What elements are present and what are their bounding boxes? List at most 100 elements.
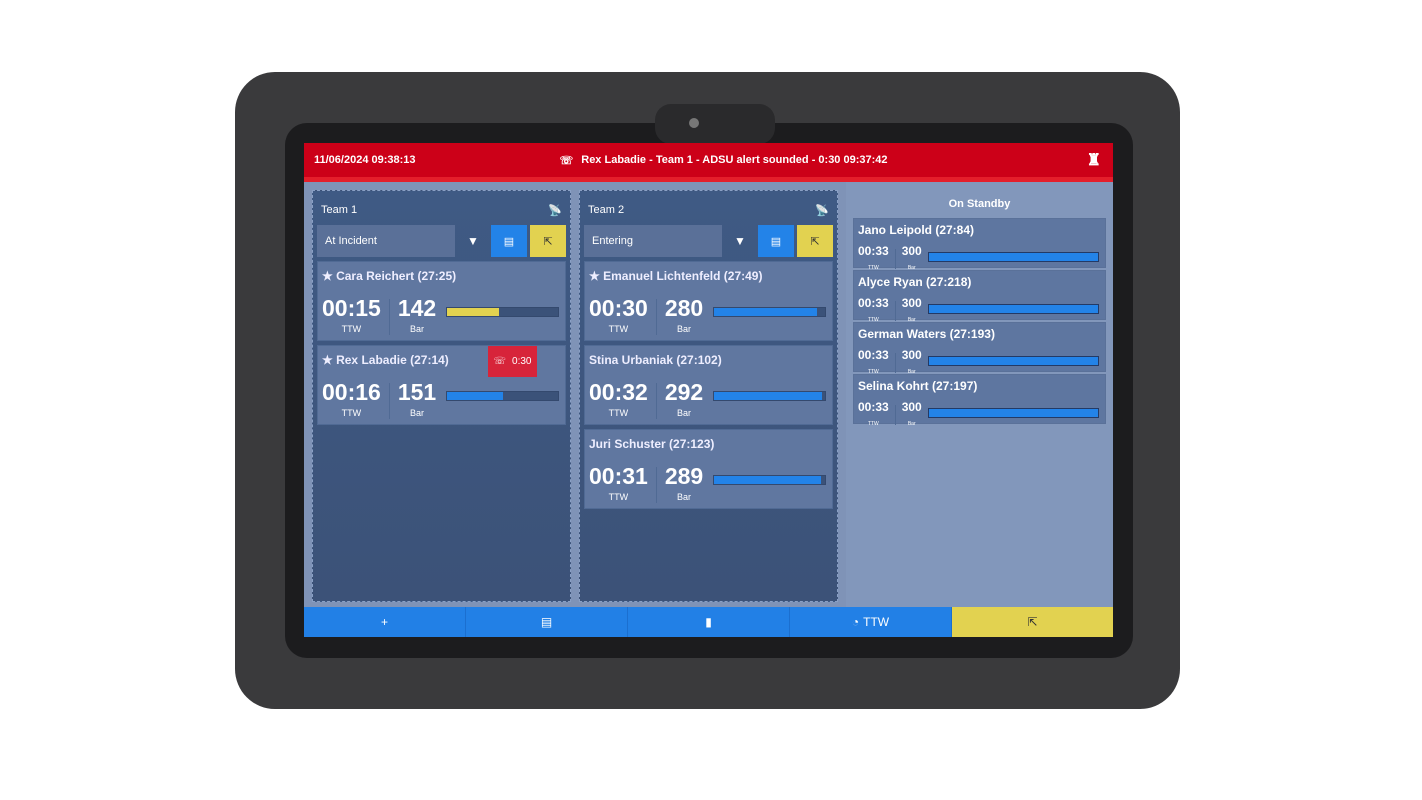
chevron-down-icon[interactable]: ▼	[467, 234, 479, 248]
logo-icon: ♜	[1086, 152, 1101, 169]
adsu-alarm-icon: ☏	[559, 154, 574, 167]
team-title: Team 1	[321, 204, 358, 216]
screen: 11/06/2024 09:38:13 ☏ Rex Labadie - Team …	[304, 143, 1113, 637]
team-panel: Team 2 📡 Entering ▼ ▤ ⇱ ★ Emanuel Lichtenf…	[579, 190, 838, 602]
member-stats: 00:33 TTW 300 Bar	[858, 401, 1101, 429]
pressure-stat: 300 Bar	[901, 296, 922, 323]
chevron-down-icon[interactable]: ▼	[734, 234, 746, 248]
pressure-bar	[446, 390, 559, 401]
pressure-bar	[713, 474, 826, 485]
cylinder-button[interactable]: ▮	[628, 607, 790, 637]
ttw-stat: 00:33 TTW	[858, 400, 889, 427]
pressure-bar	[927, 408, 1099, 418]
pressure-stat: 292 Bar	[664, 379, 704, 418]
divider	[894, 353, 896, 373]
divider	[894, 249, 896, 269]
member-card[interactable]: Juri Schuster (27:123) 00:31 TTW 289 Bar	[584, 429, 833, 509]
pressure-bar	[927, 304, 1099, 314]
pressure-bar-fill	[447, 391, 503, 400]
pressure-stat: 300 Bar	[901, 348, 922, 375]
adsu-alarm-icon: ☏	[493, 356, 507, 367]
member-stats: 00:33 TTW 300 Bar	[858, 297, 1101, 325]
assign-button[interactable]: ▤	[758, 225, 794, 257]
member-name: Stina Urbaniak (27:102)	[589, 353, 722, 367]
pressure-bar-fill	[928, 253, 1098, 261]
divider	[894, 405, 896, 425]
alert-message[interactable]: ☏ Rex Labadie - Team 1 - ADSU alert sound…	[559, 154, 888, 167]
member-name: ★ Emanuel Lichtenfeld (27:49)	[589, 269, 763, 283]
member-card[interactable]: ★ Emanuel Lichtenfeld (27:49) 00:30 TTW 2…	[584, 261, 833, 341]
ttw-stat: 00:16 TTW	[322, 379, 381, 418]
member-name: Jano Leipold (27:84)	[858, 223, 975, 237]
member-name: ★ Cara Reichert (27:25)	[322, 269, 457, 283]
pressure-bar	[446, 306, 559, 317]
footer-toolbar: + ▤ ▮ ◔ TTW ⇱	[304, 607, 1113, 637]
team-status-select[interactable]: Entering	[584, 225, 722, 257]
add-team-button[interactable]: +	[304, 607, 466, 637]
pressure-bar	[927, 252, 1099, 262]
cylinder-icon: ▮	[705, 615, 712, 629]
assign-icon: ▤	[540, 615, 553, 629]
divider	[388, 382, 390, 419]
pressure-stat: 289 Bar	[664, 463, 704, 502]
alert-header: 11/06/2024 09:38:13 ☏ Rex Labadie - Team …	[304, 143, 1113, 182]
ttw-stat: 00:30 TTW	[589, 295, 648, 334]
exit-button[interactable]: ⇱	[952, 607, 1113, 637]
member-name: Selina Kohrt (27:197)	[858, 379, 978, 393]
main-area: Team 1 📡 At Incident ▼ ▤ ⇱ ★ Cara Reichert…	[304, 182, 1113, 608]
pressure-bar-fill	[928, 357, 1098, 365]
member-stats: 00:15 TTW 142 Bar	[322, 297, 561, 336]
divider	[655, 466, 657, 503]
pressure-bar	[927, 356, 1099, 366]
clock-icon: ◔	[851, 615, 860, 629]
member-card[interactable]: ★ Cara Reichert (27:25) 00:15 TTW 142 Bar	[317, 261, 566, 341]
assign-button[interactable]: ▤	[466, 607, 628, 637]
pressure-bar	[713, 306, 826, 317]
member-stats: 00:30 TTW 280 Bar	[589, 297, 828, 336]
divider	[655, 382, 657, 419]
ttw-button[interactable]: ◔ TTW	[790, 607, 952, 637]
pressure-stat: 300 Bar	[901, 400, 922, 427]
assign-button[interactable]: ▤	[491, 225, 527, 257]
member-name: Juri Schuster (27:123)	[589, 437, 715, 451]
pressure-bar-fill	[447, 307, 500, 316]
ttw-stat: 00:15 TTW	[322, 295, 381, 334]
ttw-stat: 00:33 TTW	[858, 348, 889, 375]
pressure-bar-fill	[928, 409, 1098, 417]
pressure-stat: 300 Bar	[901, 244, 922, 271]
member-stats: 00:16 TTW 151 Bar	[322, 381, 561, 420]
member-card[interactable]: ★ Rex Labadie (27:14) ☏ 0:30 00:16 TTW 151…	[317, 345, 566, 425]
radio-signal-icon[interactable]: 📡	[815, 204, 829, 217]
pressure-stat: 151 Bar	[397, 379, 437, 418]
adsu-alert-badge[interactable]: ☏ 0:30	[488, 346, 537, 377]
member-card[interactable]: Stina Urbaniak (27:102) 00:32 TTW 292 Bar	[584, 345, 833, 425]
standby-member-card[interactable]: Jano Leipold (27:84) 00:33 TTW 300 Bar	[853, 218, 1106, 271]
radio-signal-icon[interactable]: 📡	[548, 204, 562, 217]
standby-member-card[interactable]: Alyce Ryan (27:218) 00:33 TTW 300 Bar	[853, 270, 1106, 323]
pressure-bar-fill	[714, 475, 821, 484]
standby-member-card[interactable]: Selina Kohrt (27:197) 00:33 TTW 300 Bar	[853, 374, 1106, 427]
divider	[894, 301, 896, 321]
divider	[655, 298, 657, 335]
pressure-bar-fill	[928, 305, 1098, 313]
standby-title: On Standby	[948, 198, 1011, 210]
datetime: 11/06/2024 09:38:13	[314, 154, 416, 166]
member-name: Alyce Ryan (27:218)	[858, 275, 972, 289]
camera	[655, 104, 775, 144]
exit-button[interactable]: ⇱	[797, 225, 833, 257]
standby-member-card[interactable]: German Waters (27:193) 00:33 TTW 300 Bar	[853, 322, 1106, 375]
member-stats: 00:33 TTW 300 Bar	[858, 245, 1101, 273]
exit-button[interactable]: ⇱	[530, 225, 566, 257]
ttw-stat: 00:32 TTW	[589, 379, 648, 418]
member-name: ★ Rex Labadie (27:14)	[322, 353, 449, 367]
pressure-bar-fill	[714, 391, 822, 400]
ttw-stat: 00:33 TTW	[858, 296, 889, 323]
standby-panel: On Standby Jano Leipold (27:84) 00:33 TTW …	[846, 182, 1113, 608]
member-stats: 00:32 TTW 292 Bar	[589, 381, 828, 420]
pressure-bar-fill	[714, 307, 818, 316]
pressure-bar	[713, 390, 826, 401]
ttw-stat: 00:31 TTW	[589, 463, 648, 502]
member-name: German Waters (27:193)	[858, 327, 995, 341]
member-stats: 00:31 TTW 289 Bar	[589, 465, 828, 504]
team-status-select[interactable]: At Incident	[317, 225, 455, 257]
